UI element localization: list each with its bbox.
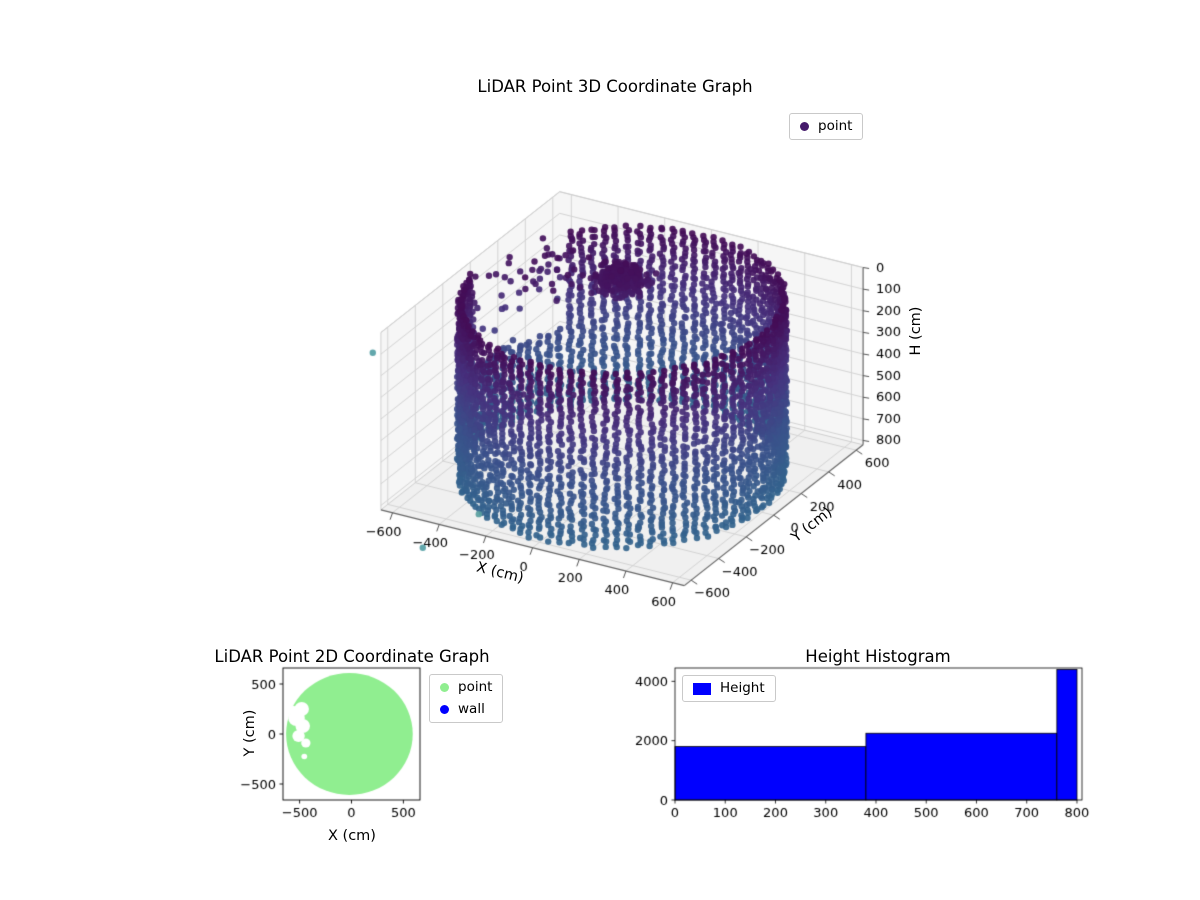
- height-patch-icon: [693, 682, 711, 695]
- plot2d-xaxis-label: X (cm): [328, 828, 376, 844]
- point-marker-icon: [440, 683, 449, 692]
- legend-label: point: [818, 118, 853, 134]
- legend-item-wall: wall: [440, 701, 492, 718]
- legend-item-height: Height: [693, 680, 765, 697]
- legend-label: wall: [458, 701, 485, 717]
- legend-label: Height: [720, 680, 765, 696]
- point-marker-icon: [800, 122, 809, 131]
- plot3d-legend: point: [789, 113, 864, 140]
- histogram-title: Height Histogram: [805, 647, 951, 666]
- legend-item-point: point: [800, 118, 852, 135]
- plot3d-title: LiDAR Point 3D Coordinate Graph: [477, 77, 753, 96]
- plot3d-zaxis-label: H (cm): [908, 306, 924, 356]
- legend-label: point: [458, 679, 493, 695]
- plot2d-yaxis-label: Y (cm): [242, 709, 258, 757]
- legend-item-point: point: [440, 679, 492, 696]
- wall-marker-icon: [440, 705, 449, 714]
- histogram-legend: Height: [682, 675, 776, 702]
- plot2d-legend: point wall: [429, 674, 504, 723]
- plot2d-title: LiDAR Point 2D Coordinate Graph: [214, 647, 490, 666]
